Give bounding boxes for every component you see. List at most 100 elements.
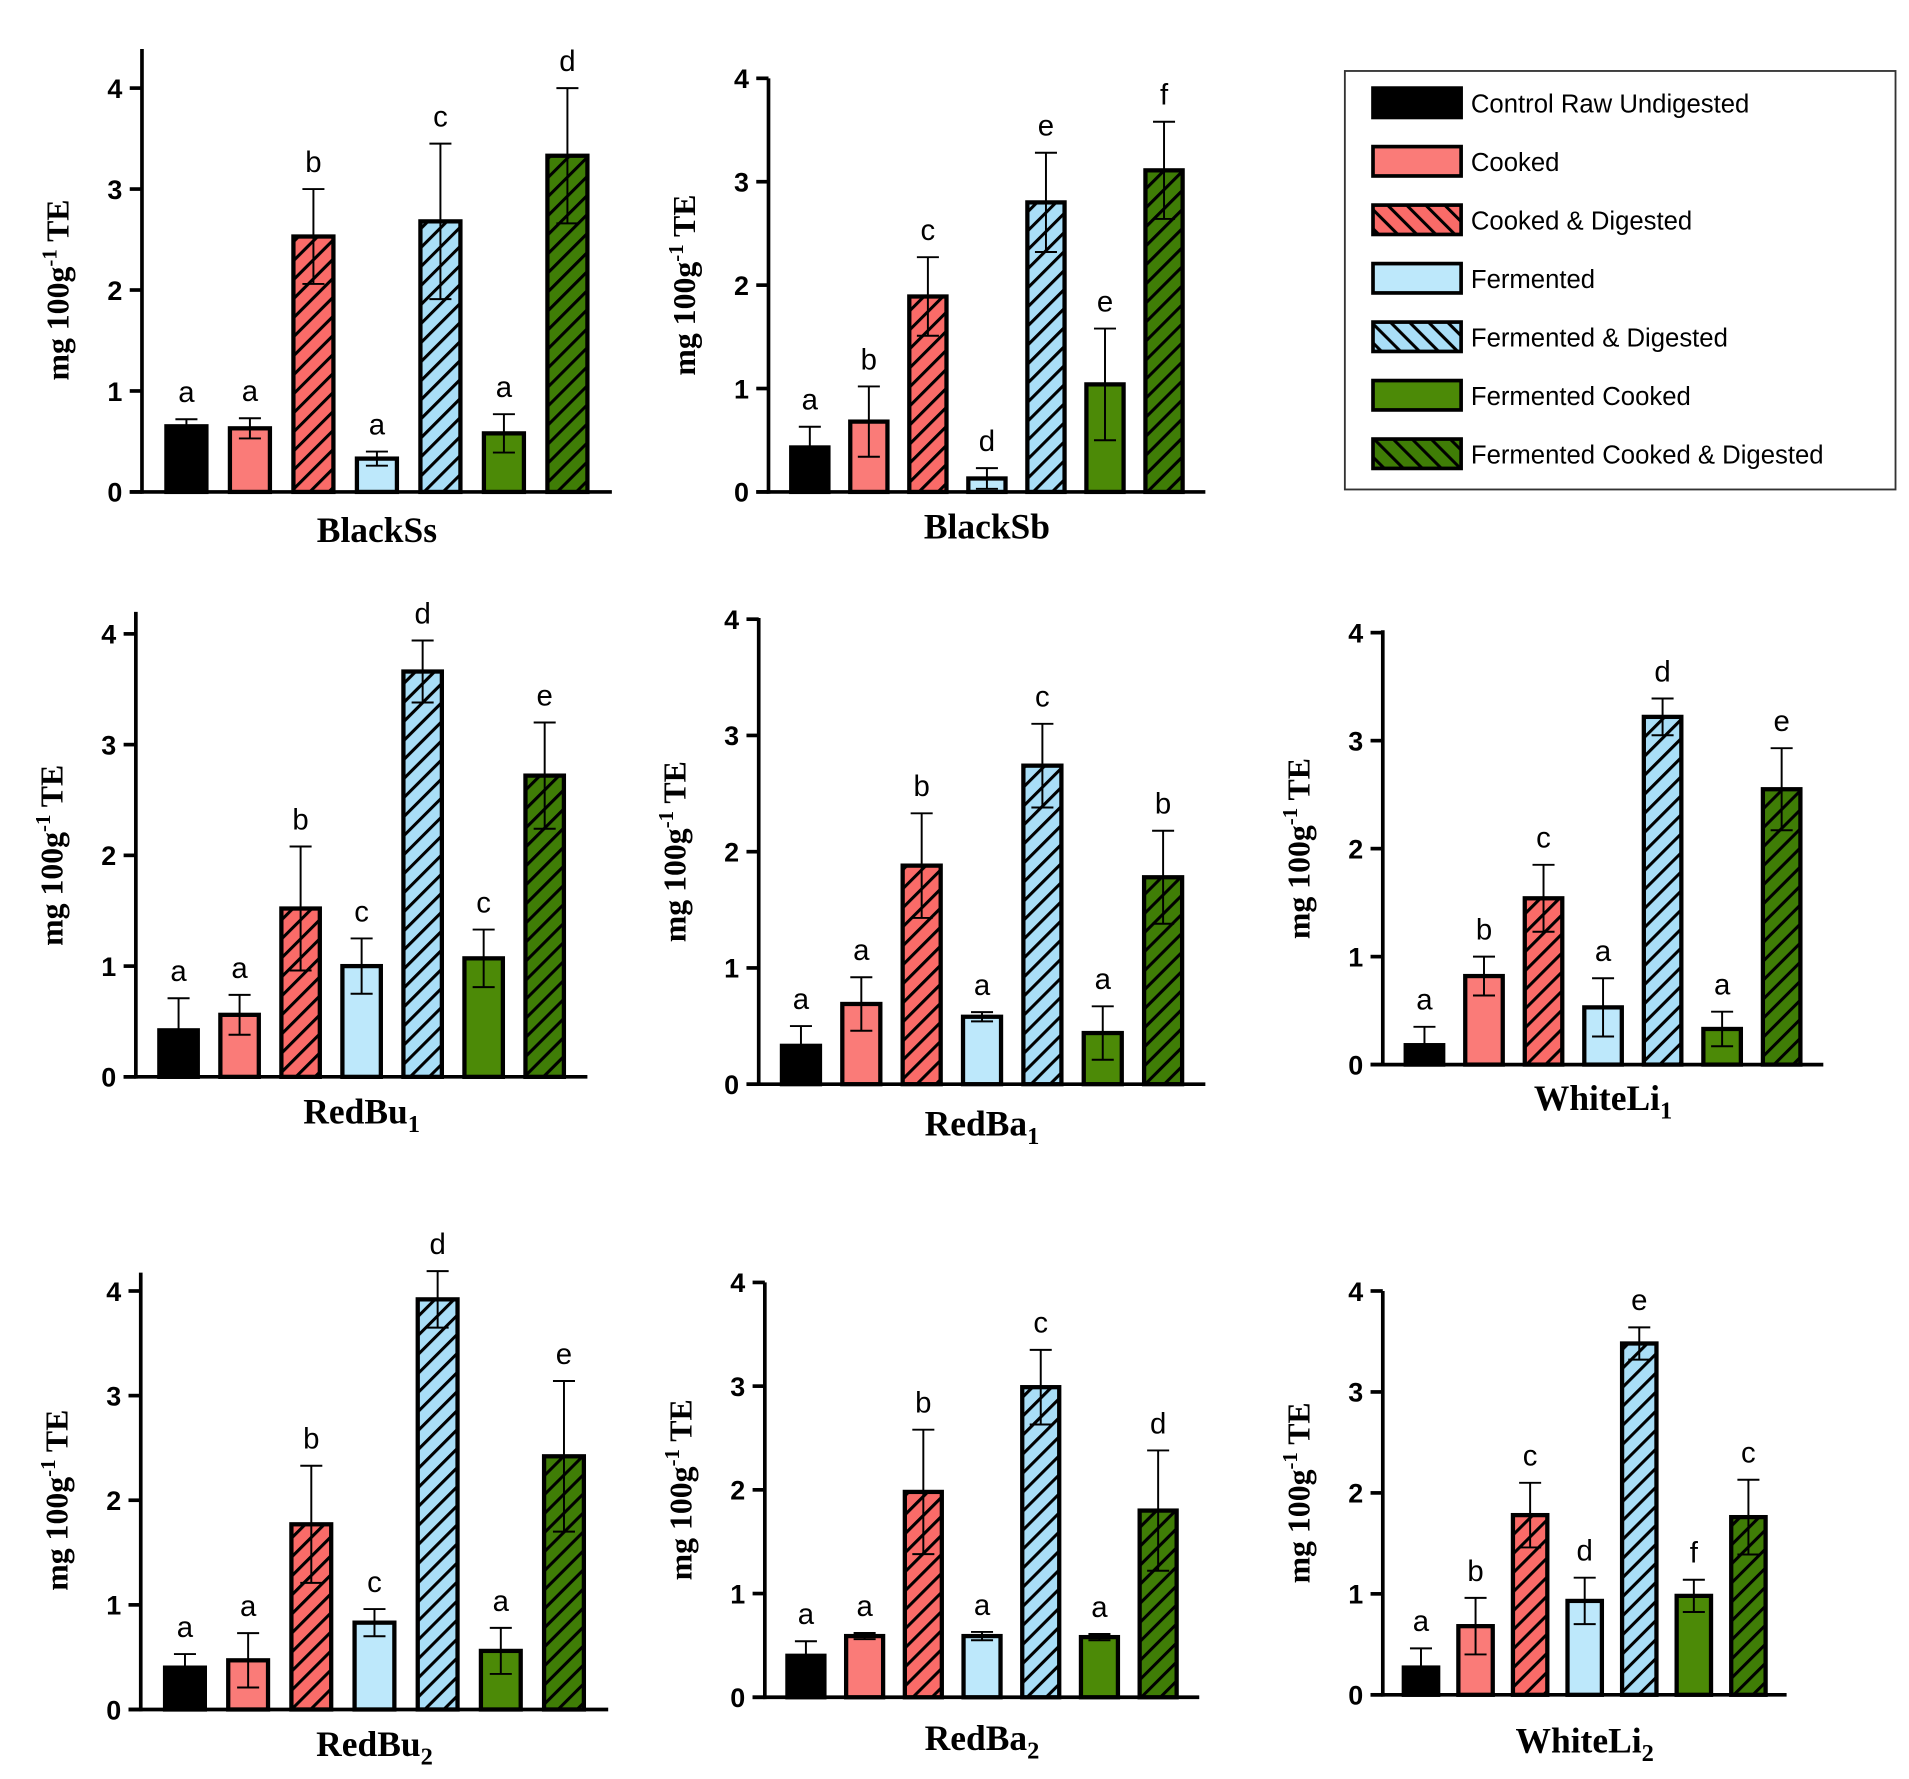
legend-swatch xyxy=(1371,378,1463,412)
significance-letter: a xyxy=(1595,935,1612,968)
significance-letter: d xyxy=(1150,1407,1166,1440)
significance-letter: c xyxy=(433,100,448,133)
significance-letter: a xyxy=(856,1590,873,1623)
significance-letter: a xyxy=(1714,969,1731,1002)
y-tick-label: 1 xyxy=(1348,942,1363,972)
y-tick-label: 4 xyxy=(101,620,116,650)
significance-letter: a xyxy=(974,969,991,1002)
y-tick-label: 1 xyxy=(730,1579,745,1609)
y-tick-label: 0 xyxy=(101,1063,116,1093)
significance-letter: b xyxy=(303,1423,319,1456)
legend-label: Control Raw Undigested xyxy=(1471,91,1749,119)
panel-blackss: 0 1 2 3 4 mg 100g-1 TE a a b a c a d BlackSs xyxy=(38,45,612,550)
significance-letter: a xyxy=(974,1589,991,1622)
bar xyxy=(415,1297,460,1712)
panel-title: RedBa1 xyxy=(925,1104,1040,1151)
legend-swatch xyxy=(1371,320,1463,354)
significance-letter: d xyxy=(429,1228,445,1261)
legend-label: Cooked xyxy=(1471,149,1560,177)
y-tick-label: 2 xyxy=(106,1486,121,1516)
bar xyxy=(401,669,445,1079)
y-tick-label: 0 xyxy=(106,1695,121,1725)
y-tick-label: 0 xyxy=(724,1070,739,1100)
significance-letter: e xyxy=(1038,110,1054,143)
significance-letter: e xyxy=(1097,285,1113,318)
legend-swatch xyxy=(1371,86,1463,120)
panel-redbu2: 0 1 2 3 4 mg 100g-1 TE a a b c d a e RedBu2 xyxy=(37,1228,609,1771)
significance-letter: b xyxy=(1155,788,1171,821)
significance-letter: a xyxy=(369,408,386,441)
panel-title: WhiteLi1 xyxy=(1534,1078,1672,1125)
y-tick-label: 1 xyxy=(724,954,739,984)
y-tick-label: 4 xyxy=(107,74,122,104)
significance-letter: c xyxy=(367,1566,382,1599)
significance-letter: b xyxy=(1476,913,1492,946)
significance-letter: c xyxy=(1523,1440,1538,1473)
bar xyxy=(1021,763,1064,1087)
bar xyxy=(164,424,209,495)
bar xyxy=(354,456,400,495)
significance-letter: a xyxy=(1416,984,1433,1017)
y-tick-label: 1 xyxy=(107,377,122,407)
panel-whiteli1: 0 1 2 3 4 mg 100g-1 TE a b c a d a e WhiteLi1 xyxy=(1279,618,1824,1125)
significance-letter: a xyxy=(1091,1591,1108,1624)
y-axis-label: mg 100g-1 TE xyxy=(38,199,75,380)
significance-letter: a xyxy=(493,1585,510,1618)
panel-title: BlackSs xyxy=(317,510,437,550)
bar xyxy=(1078,1634,1121,1700)
legend-swatch xyxy=(1371,144,1463,178)
panel-redba1: 0 1 2 3 4 mg 100g-1 TE a a b a c a b RedBa1 xyxy=(655,605,1206,1151)
panel-redbu1: 0 1 2 3 4 mg 100g-1 TE a a b c d c e RedBu1 xyxy=(32,597,588,1138)
significance-letter: c xyxy=(354,895,369,928)
y-axis-label: mg 100g-1 TE xyxy=(37,1410,74,1591)
panel-title: RedBu2 xyxy=(316,1724,433,1771)
panel-whiteli2: 0 1 2 3 4 mg 100g-1 TE a b c d e f c WhiteLi2 xyxy=(1279,1277,1787,1767)
y-tick-label: 4 xyxy=(1348,1277,1363,1307)
legend-label: Fermented Cooked xyxy=(1471,383,1691,411)
significance-letter: a xyxy=(240,1590,257,1623)
significance-letter: a xyxy=(242,375,259,408)
bar xyxy=(843,1633,886,1700)
significance-letter: a xyxy=(802,384,819,417)
panel-title: WhiteLi2 xyxy=(1516,1720,1654,1767)
y-axis-label: mg 100g-1 TE xyxy=(32,765,69,946)
significance-letter: e xyxy=(537,679,553,712)
y-tick-label: 3 xyxy=(101,730,116,760)
significance-letter: d xyxy=(559,45,575,78)
significance-letter: e xyxy=(1773,705,1789,738)
y-tick-label: 0 xyxy=(1348,1050,1363,1080)
y-axis-label: mg 100g-1 TE xyxy=(1279,1402,1316,1583)
y-tick-label: 2 xyxy=(1348,1479,1363,1509)
y-axis-label: mg 100g-1 TE xyxy=(1279,758,1316,939)
y-tick-label: 2 xyxy=(107,276,122,306)
significance-letter: d xyxy=(979,425,995,458)
bar xyxy=(961,1633,1003,1700)
y-tick-label: 3 xyxy=(106,1381,121,1411)
significance-letter: b xyxy=(305,146,321,179)
y-tick-label: 4 xyxy=(106,1277,121,1307)
y-tick-label: 3 xyxy=(1348,1378,1363,1408)
significance-letter: d xyxy=(414,597,430,630)
bar xyxy=(1619,1341,1659,1697)
significance-letter: a xyxy=(1095,963,1112,996)
legend-label: Fermented Cooked & Digested xyxy=(1471,442,1824,470)
significance-letter: a xyxy=(798,1598,815,1631)
y-tick-label: 2 xyxy=(724,837,739,867)
y-tick-label: 3 xyxy=(730,1372,745,1402)
y-axis-label: mg 100g-1 TE xyxy=(655,761,692,942)
y-tick-label: 3 xyxy=(1348,726,1363,756)
significance-letter: a xyxy=(1413,1605,1430,1638)
significance-letter: c xyxy=(1741,1437,1756,1470)
bar xyxy=(960,1014,1004,1087)
y-tick-label: 0 xyxy=(107,478,122,508)
significance-letter: a xyxy=(853,934,870,967)
y-tick-label: 1 xyxy=(106,1591,121,1621)
y-tick-label: 2 xyxy=(101,841,116,871)
y-tick-label: 4 xyxy=(724,605,739,635)
significance-letter: b xyxy=(915,1387,931,1420)
y-tick-label: 3 xyxy=(724,721,739,751)
y-tick-label: 1 xyxy=(1348,1580,1363,1610)
significance-letter: e xyxy=(1631,1284,1647,1317)
y-tick-label: 3 xyxy=(734,168,749,198)
